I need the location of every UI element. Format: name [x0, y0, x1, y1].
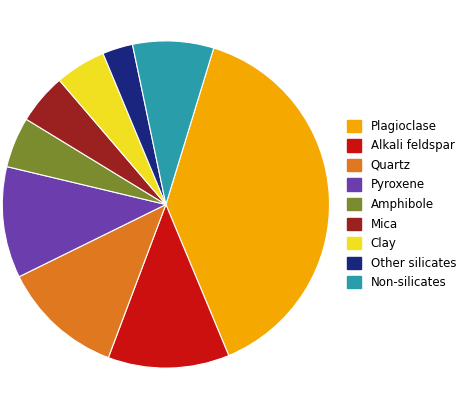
Wedge shape [109, 204, 229, 368]
Wedge shape [132, 41, 214, 205]
Wedge shape [2, 166, 166, 277]
Legend: Plagioclase, Alkali feldspar, Quartz, Pyroxene, Amphibole, Mica, Clay, Other sil: Plagioclase, Alkali feldspar, Quartz, Py… [344, 116, 460, 293]
Wedge shape [103, 44, 166, 204]
Wedge shape [166, 48, 329, 355]
Wedge shape [19, 204, 166, 357]
Wedge shape [26, 80, 166, 204]
Wedge shape [59, 54, 166, 204]
Wedge shape [7, 119, 166, 204]
